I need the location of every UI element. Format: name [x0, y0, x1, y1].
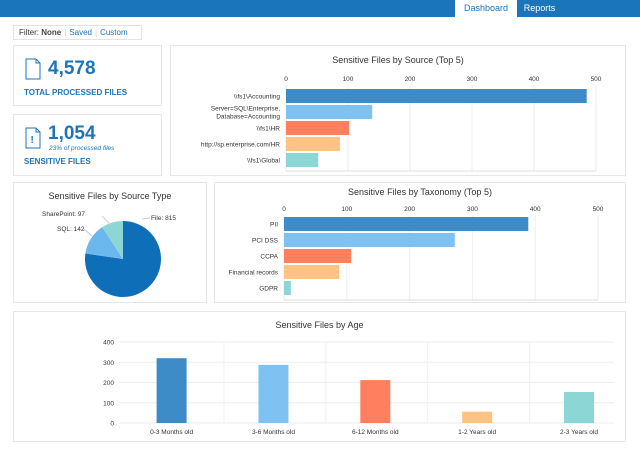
tick-label: 300 [103, 360, 114, 367]
tick-label: 0 [110, 421, 114, 428]
pie-slice [102, 221, 123, 259]
pie-slice [85, 221, 162, 297]
bar [258, 364, 289, 423]
pie-slice [85, 227, 123, 259]
category-label: \\fs1\Global [247, 158, 280, 165]
top-nav-bar: Dashboard Reports [0, 0, 640, 17]
bar [286, 89, 587, 103]
file-icon [25, 58, 41, 80]
category-label: PII [270, 222, 278, 229]
category-label: 6-12 Months old [352, 429, 399, 436]
tick-label: 0 [284, 76, 288, 83]
tick-label: 100 [343, 76, 354, 83]
bar [284, 249, 352, 263]
filter-custom-link[interactable]: Custom [100, 28, 128, 37]
category-label: GDPR [259, 286, 278, 293]
filter-saved-link[interactable]: Saved [69, 28, 92, 37]
file-alert-icon: ! [25, 127, 41, 149]
tick-label: 500 [591, 76, 602, 83]
leader-line [83, 228, 93, 237]
tick-label: 200 [103, 380, 114, 387]
bar [284, 217, 529, 231]
bar [284, 281, 291, 295]
tick-label: 100 [341, 206, 352, 213]
leader-line [141, 217, 151, 220]
bar [462, 411, 493, 423]
bar [284, 265, 340, 279]
filter-bar: Filter: None | Saved | Custom [13, 25, 142, 40]
tick-label: 200 [405, 76, 416, 83]
tab-dashboard[interactable]: Dashboard [455, 0, 517, 17]
category-label: 1-2 Years old [458, 429, 496, 436]
bar [360, 380, 391, 423]
category-label: 0-3 Months old [150, 429, 193, 436]
pie-label: File: 815 [151, 215, 176, 222]
chart-title: Sensitive Files by Source Type [48, 191, 172, 201]
source-type-pie-chart: File: 815 SQL: 142 SharePoint: 97 [42, 211, 176, 297]
category-label: Server=SQL\Enterprise, [211, 106, 280, 113]
sensitive-files-label: SENSITIVE FILES [24, 157, 91, 166]
taxonomy-chart-card: Sensitive Files by Taxonomy (Top 5) 0 100… [214, 182, 626, 303]
tab-reports[interactable]: Reports [523, 3, 556, 13]
bar [564, 392, 595, 423]
tick-label: 100 [103, 400, 114, 407]
tick-label: 500 [593, 206, 604, 213]
pie-label: SharePoint: 97 [42, 211, 85, 218]
filter-none[interactable]: None [41, 28, 62, 37]
source-chart-card: Sensitive Files by Source (Top 5) 0 100 20… [170, 45, 626, 176]
category-label: Financial records [229, 270, 279, 277]
category-label: PCI DSS [252, 238, 279, 245]
chart-title: Sensitive Files by Age [275, 320, 364, 330]
total-files-label: TOTAL PROCESSED FILES [24, 88, 128, 97]
bar [286, 121, 350, 135]
chart-title: Sensitive Files by Source (Top 5) [332, 55, 464, 65]
filter-label: Filter: [19, 28, 39, 37]
tick-label: 400 [529, 76, 540, 83]
category-label: 2-3 Years old [560, 429, 598, 436]
tick-label: 300 [467, 76, 478, 83]
tick-label: 200 [404, 206, 415, 213]
sensitive-files-card: ! 1,054 23% of processed files SENSITIVE… [13, 114, 162, 176]
bar [284, 233, 455, 247]
category-label: 3-6 Months old [252, 429, 295, 436]
category-label: http://sp.enterprise.com/HR [201, 142, 280, 149]
bar [286, 105, 373, 119]
tick-label: 400 [530, 206, 541, 213]
total-files-card: 4,578 TOTAL PROCESSED FILES [13, 45, 162, 106]
sensitive-files-percent: 23% of processed files [49, 145, 115, 152]
leader-line [101, 215, 112, 226]
svg-text:!: ! [31, 135, 34, 146]
chart-title: Sensitive Files by Taxonomy (Top 5) [348, 187, 492, 197]
category-label: Database=Accounting [216, 114, 280, 121]
sensitive-files-value: 1,054 [48, 123, 96, 144]
bar [286, 137, 340, 151]
source-bar-chart: 0 100 200 300 400 500 \\fs1\Accounting Server=S… [201, 76, 602, 172]
category-label: \\fs1\Accounting [234, 94, 281, 101]
age-bar-chart: 0 100 200 300 400 0-3 Months old 3-6 Months ol… [103, 340, 614, 436]
age-chart-card: Sensitive Files by Age 0 100 200 300 400 0-3 … [13, 311, 626, 442]
tick-label: 400 [103, 340, 114, 347]
pie-label: SQL: 142 [57, 226, 85, 233]
tick-label: 0 [282, 206, 286, 213]
source-type-card: Sensitive Files by Source Type File: 815… [13, 182, 207, 303]
tick-label: 300 [467, 206, 478, 213]
bar [156, 358, 187, 423]
bar [286, 153, 319, 167]
total-files-value: 4,578 [48, 58, 96, 79]
category-label: CCPA [260, 254, 278, 261]
category-label: \\fs1\HR [257, 126, 281, 133]
taxonomy-bar-chart: 0 100 200 300 400 500 PII PCI DSS CCPA Financial … [229, 206, 604, 301]
